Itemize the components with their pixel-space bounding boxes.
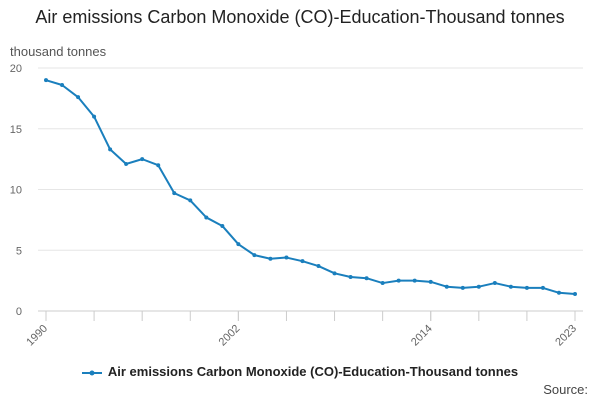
data-point[interactable] bbox=[172, 191, 177, 196]
y-tick-label: 10 bbox=[10, 185, 22, 197]
data-point[interactable] bbox=[204, 215, 209, 220]
source-label: Source: bbox=[543, 382, 588, 397]
chart-title: Air emissions Carbon Monoxide (CO)-Educa… bbox=[35, 7, 565, 27]
data-point[interactable] bbox=[284, 255, 289, 260]
legend[interactable]: Air emissions Carbon Monoxide (CO)-Educa… bbox=[0, 364, 600, 379]
data-point[interactable] bbox=[220, 223, 225, 228]
data-point[interactable] bbox=[108, 147, 113, 152]
data-point[interactable] bbox=[476, 284, 481, 289]
legend-label: Air emissions Carbon Monoxide (CO)-Educa… bbox=[107, 364, 519, 379]
data-point[interactable] bbox=[396, 278, 401, 283]
x-axis: 1990 2002 2014 2023 bbox=[24, 311, 579, 348]
data-point[interactable] bbox=[188, 198, 193, 203]
data-point[interactable] bbox=[300, 259, 305, 264]
x-tick-label: 2002 bbox=[217, 323, 243, 349]
data-point[interactable] bbox=[316, 264, 321, 269]
data-point[interactable] bbox=[44, 78, 48, 83]
data-point[interactable] bbox=[124, 161, 129, 166]
data-point[interactable] bbox=[460, 285, 465, 290]
data-point[interactable] bbox=[156, 163, 161, 168]
gridlines bbox=[38, 67, 583, 312]
y-tick-label: 20 bbox=[10, 63, 22, 75]
data-point[interactable] bbox=[412, 278, 417, 283]
data-point[interactable] bbox=[60, 83, 65, 88]
data-point[interactable] bbox=[140, 157, 145, 162]
data-point[interactable] bbox=[492, 281, 497, 286]
data-point[interactable] bbox=[252, 253, 257, 258]
data-point[interactable] bbox=[268, 256, 273, 261]
data-point[interactable] bbox=[236, 242, 241, 247]
data-point[interactable] bbox=[380, 281, 385, 286]
y-tick-label: 5 bbox=[16, 245, 22, 257]
data-point[interactable] bbox=[332, 271, 337, 276]
data-point[interactable] bbox=[573, 291, 577, 296]
y-tick-label: 15 bbox=[10, 124, 22, 136]
y-axis-ticks: 0 5 10 15 20 bbox=[10, 63, 22, 318]
data-point[interactable] bbox=[92, 114, 97, 119]
data-point[interactable] bbox=[524, 285, 529, 290]
data-point[interactable] bbox=[428, 279, 433, 284]
data-point[interactable] bbox=[556, 290, 561, 295]
data-point[interactable] bbox=[76, 95, 81, 100]
y-tick-label: 0 bbox=[16, 306, 22, 318]
y-axis-label: thousand tonnes bbox=[10, 44, 107, 59]
x-tick-label: 2023 bbox=[553, 323, 579, 349]
data-point[interactable] bbox=[364, 276, 369, 281]
legend-swatch bbox=[81, 370, 102, 376]
series-layer bbox=[44, 78, 577, 296]
data-point[interactable] bbox=[540, 285, 545, 290]
x-tick-label: 1990 bbox=[24, 323, 50, 349]
series-line bbox=[45, 79, 576, 295]
x-tick-label: 2014 bbox=[409, 323, 435, 349]
data-point[interactable] bbox=[508, 284, 513, 289]
data-point[interactable] bbox=[348, 274, 353, 279]
data-point[interactable] bbox=[444, 284, 449, 289]
